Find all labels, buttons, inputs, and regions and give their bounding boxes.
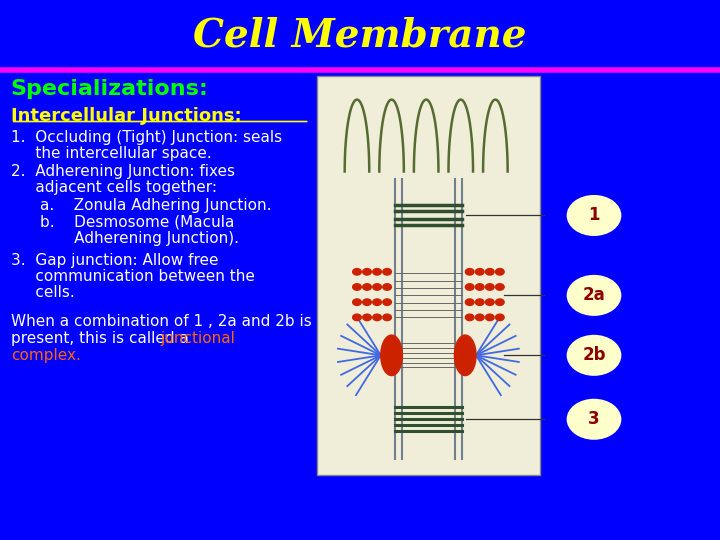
Circle shape [465,284,474,290]
Text: 3.  Gap junction: Allow free: 3. Gap junction: Allow free [11,253,218,268]
Circle shape [495,299,504,306]
Circle shape [363,299,372,306]
Circle shape [485,299,494,306]
Circle shape [495,284,504,290]
Text: communication between the: communication between the [11,269,255,284]
Text: 3: 3 [588,410,600,428]
Circle shape [383,299,392,306]
Circle shape [363,268,372,275]
Circle shape [373,314,382,321]
Text: present, this is called a: present, this is called a [11,331,194,346]
Circle shape [353,299,361,306]
Text: a.    Zonula Adhering Junction.: a. Zonula Adhering Junction. [40,198,271,213]
Text: When a combination of 1 , 2a and 2b is: When a combination of 1 , 2a and 2b is [11,314,312,329]
Text: Specializations:: Specializations: [11,79,209,99]
Text: adjacent cells together:: adjacent cells together: [11,180,217,195]
Circle shape [485,268,494,275]
Text: 2.  Adherening Junction: fixes: 2. Adherening Junction: fixes [11,164,235,179]
Circle shape [485,284,494,290]
Circle shape [495,314,504,321]
Circle shape [363,284,372,290]
Text: Cell Membrane: Cell Membrane [193,16,527,54]
Circle shape [465,299,474,306]
Circle shape [495,268,504,275]
Text: 1.  Occluding (Tight) Junction: seals: 1. Occluding (Tight) Junction: seals [11,130,282,145]
Text: Adherening Junction).: Adherening Junction). [40,231,238,246]
Text: Intercellular Junctions:: Intercellular Junctions: [11,107,241,125]
Circle shape [567,275,621,316]
Ellipse shape [381,335,402,376]
Text: 1: 1 [588,206,600,225]
Circle shape [567,335,621,376]
Text: the intercellular space.: the intercellular space. [11,146,212,161]
Circle shape [475,299,484,306]
Circle shape [485,314,494,321]
Bar [317,76,540,475]
Circle shape [373,268,382,275]
Circle shape [475,268,484,275]
Text: junctional: junctional [160,331,235,346]
Circle shape [353,314,361,321]
Circle shape [383,268,392,275]
Circle shape [383,314,392,321]
Text: 2b: 2b [582,346,606,364]
Circle shape [353,284,361,290]
Circle shape [465,268,474,275]
Text: 2a: 2a [582,286,606,305]
Circle shape [475,284,484,290]
Circle shape [363,314,372,321]
Circle shape [373,284,382,290]
Circle shape [567,399,621,440]
Text: complex.: complex. [11,348,81,363]
Circle shape [465,314,474,321]
Circle shape [373,299,382,306]
Ellipse shape [454,335,476,376]
Circle shape [475,314,484,321]
Text: cells.: cells. [11,285,75,300]
Circle shape [353,268,361,275]
Text: b.    Desmosome (Macula: b. Desmosome (Macula [40,215,234,230]
Circle shape [383,284,392,290]
Circle shape [567,195,621,236]
